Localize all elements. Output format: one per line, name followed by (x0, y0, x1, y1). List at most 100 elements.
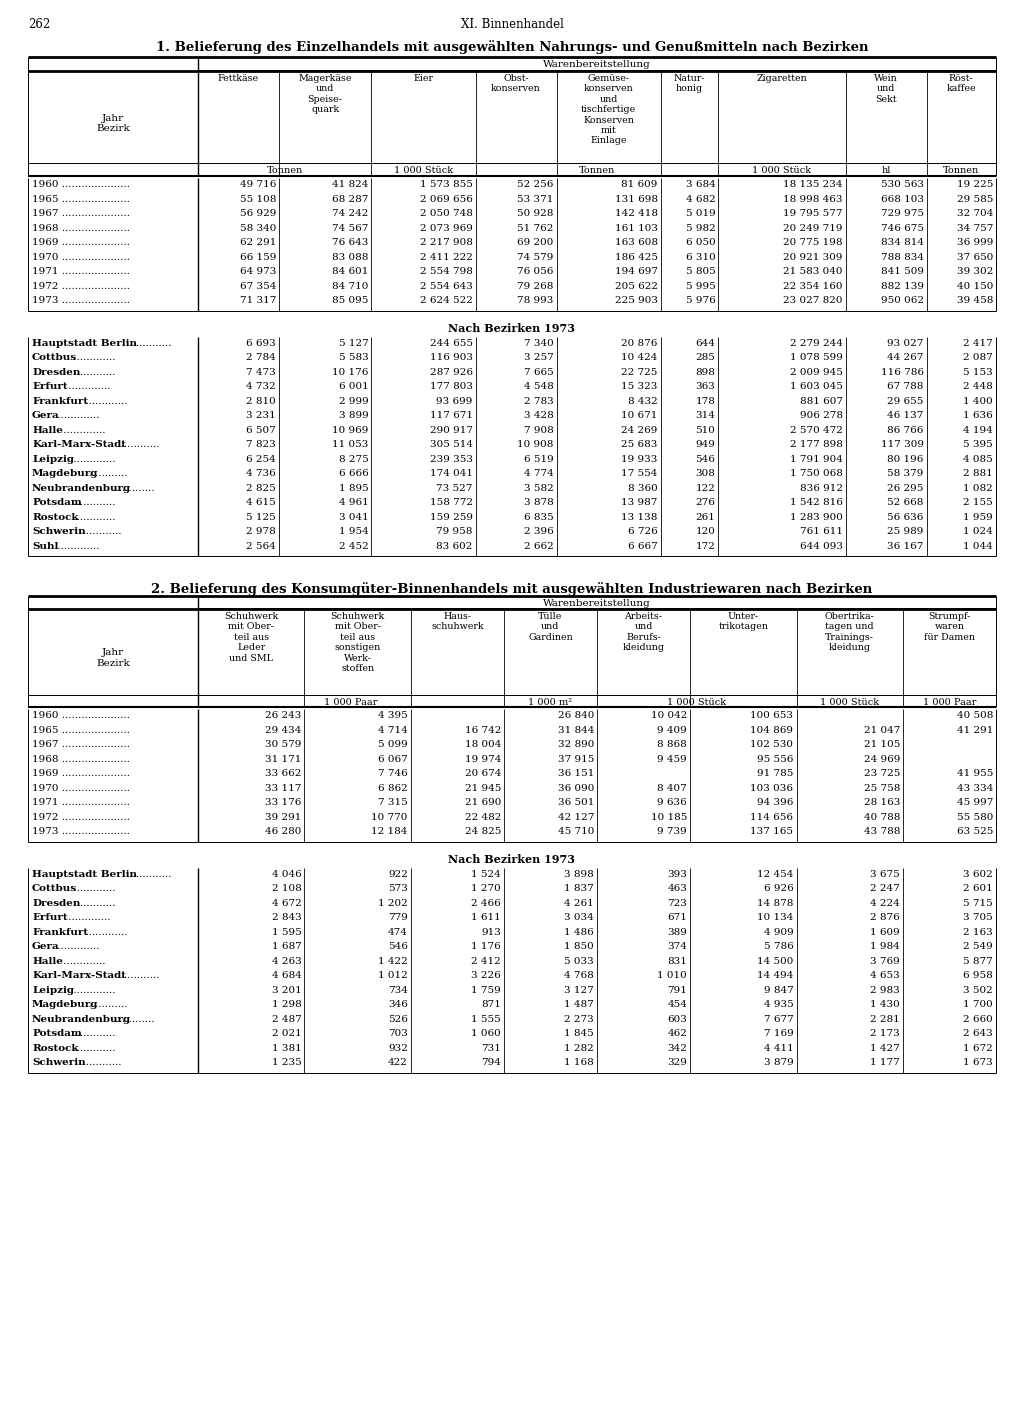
Text: 85 095: 85 095 (332, 296, 369, 305)
Text: 117 309: 117 309 (881, 440, 924, 449)
Text: 16 742: 16 742 (465, 725, 501, 735)
Text: 3 899: 3 899 (339, 412, 369, 420)
Text: 2 999: 2 999 (339, 398, 369, 406)
Text: 3 675: 3 675 (870, 869, 900, 879)
Text: 24 269: 24 269 (622, 426, 657, 435)
Text: 186 425: 186 425 (614, 252, 657, 262)
Text: 1 270: 1 270 (471, 885, 501, 893)
Text: 510: 510 (695, 426, 716, 435)
Text: 4 085: 4 085 (964, 455, 993, 465)
Text: 2 173: 2 173 (870, 1029, 900, 1039)
Text: 71 317: 71 317 (240, 296, 275, 305)
Text: 21 047: 21 047 (863, 725, 900, 735)
Text: 314: 314 (695, 412, 716, 420)
Text: 1 486: 1 486 (564, 928, 594, 936)
Text: 5 125: 5 125 (246, 513, 275, 522)
Text: 9 847: 9 847 (764, 986, 794, 995)
Text: 1967 .....................: 1967 ..................... (32, 741, 130, 750)
Text: 871: 871 (481, 1000, 501, 1009)
Text: 1 235: 1 235 (271, 1059, 301, 1067)
Text: 67 788: 67 788 (887, 382, 924, 392)
Text: 2 660: 2 660 (964, 1015, 993, 1025)
Text: 5 982: 5 982 (686, 224, 716, 232)
Text: 6 507: 6 507 (246, 426, 275, 435)
Text: 24 969: 24 969 (863, 755, 900, 764)
Text: .............: ............. (109, 1015, 155, 1025)
Text: 374: 374 (668, 942, 687, 952)
Text: 225 903: 225 903 (614, 296, 657, 305)
Text: Schwerin: Schwerin (32, 1059, 86, 1067)
Text: 66 159: 66 159 (240, 252, 275, 262)
Text: 2 163: 2 163 (964, 928, 993, 936)
Text: 2 554 798: 2 554 798 (420, 268, 472, 276)
Text: 3 705: 3 705 (964, 913, 993, 922)
Text: 29 434: 29 434 (265, 725, 301, 735)
Text: 4 774: 4 774 (523, 469, 554, 479)
Text: 573: 573 (388, 885, 408, 893)
Text: 2 570 472: 2 570 472 (790, 426, 843, 435)
Text: 20 775 198: 20 775 198 (783, 238, 843, 248)
Text: 1 000 m²: 1 000 m² (528, 698, 572, 707)
Text: .............: ............. (115, 972, 160, 980)
Text: 2 881: 2 881 (964, 469, 993, 479)
Text: 6 862: 6 862 (378, 784, 408, 792)
Text: 11 053: 11 053 (332, 440, 369, 449)
Text: 10 185: 10 185 (650, 812, 687, 822)
Text: 19 933: 19 933 (622, 455, 657, 465)
Text: 40 150: 40 150 (956, 282, 993, 291)
Text: 21 690: 21 690 (465, 798, 501, 808)
Text: 33 176: 33 176 (265, 798, 301, 808)
Text: 1 700: 1 700 (964, 1000, 993, 1009)
Text: 74 242: 74 242 (332, 209, 369, 218)
Text: 1 000 Paar: 1 000 Paar (325, 698, 378, 707)
Text: 1 959: 1 959 (964, 513, 993, 522)
Text: 8 360: 8 360 (628, 485, 657, 493)
Text: 22 354 160: 22 354 160 (783, 282, 843, 291)
Text: 1 895: 1 895 (339, 485, 369, 493)
Text: 95 556: 95 556 (757, 755, 794, 764)
Text: 4 548: 4 548 (523, 382, 554, 392)
Text: 1 845: 1 845 (564, 1029, 594, 1039)
Text: 2 643: 2 643 (964, 1029, 993, 1039)
Text: 2 843: 2 843 (271, 913, 301, 922)
Text: 1 024: 1 024 (964, 527, 993, 536)
Text: Wein
und
Sekt: Wein und Sekt (874, 74, 898, 104)
Text: 1 060: 1 060 (471, 1029, 501, 1039)
Text: 64 973: 64 973 (240, 268, 275, 276)
Text: 3 602: 3 602 (964, 869, 993, 879)
Text: .............: ............. (71, 885, 116, 893)
Text: 122: 122 (695, 485, 716, 493)
Text: 2 177 898: 2 177 898 (790, 440, 843, 449)
Text: 9 459: 9 459 (657, 755, 687, 764)
Text: 91 785: 91 785 (757, 770, 794, 778)
Text: 10 424: 10 424 (622, 353, 657, 362)
Text: 1972 .....................: 1972 ..................... (32, 812, 130, 822)
Text: 1 487: 1 487 (564, 1000, 594, 1009)
Text: 703: 703 (388, 1029, 408, 1039)
Text: Karl-Marx-Stadt: Karl-Marx-Stadt (32, 972, 126, 980)
Text: 36 151: 36 151 (558, 770, 594, 778)
Text: 2 021: 2 021 (271, 1029, 301, 1039)
Text: 841 509: 841 509 (881, 268, 924, 276)
Text: 1 430: 1 430 (870, 1000, 900, 1009)
Text: 2 155: 2 155 (964, 499, 993, 507)
Text: 21 105: 21 105 (863, 741, 900, 750)
Text: 39 302: 39 302 (956, 268, 993, 276)
Text: Tonnen: Tonnen (943, 165, 979, 175)
Text: 36 090: 36 090 (558, 784, 594, 792)
Text: 78 993: 78 993 (517, 296, 554, 305)
Text: 2 549: 2 549 (964, 942, 993, 952)
Text: 1 524: 1 524 (471, 869, 501, 879)
Text: 205 622: 205 622 (614, 282, 657, 291)
Text: 1969 .....................: 1969 ..................... (32, 770, 130, 778)
Text: 6 254: 6 254 (246, 455, 275, 465)
Text: 53 371: 53 371 (517, 195, 554, 204)
Text: 474: 474 (388, 928, 408, 936)
Text: 4 224: 4 224 (870, 899, 900, 908)
Text: 1973 .....................: 1973 ..................... (32, 828, 130, 836)
Text: 2 810: 2 810 (246, 398, 275, 406)
Text: 3 127: 3 127 (564, 986, 594, 995)
Text: 43 334: 43 334 (956, 784, 993, 792)
Text: 6 310: 6 310 (686, 252, 716, 262)
Text: 10 176: 10 176 (332, 368, 369, 378)
